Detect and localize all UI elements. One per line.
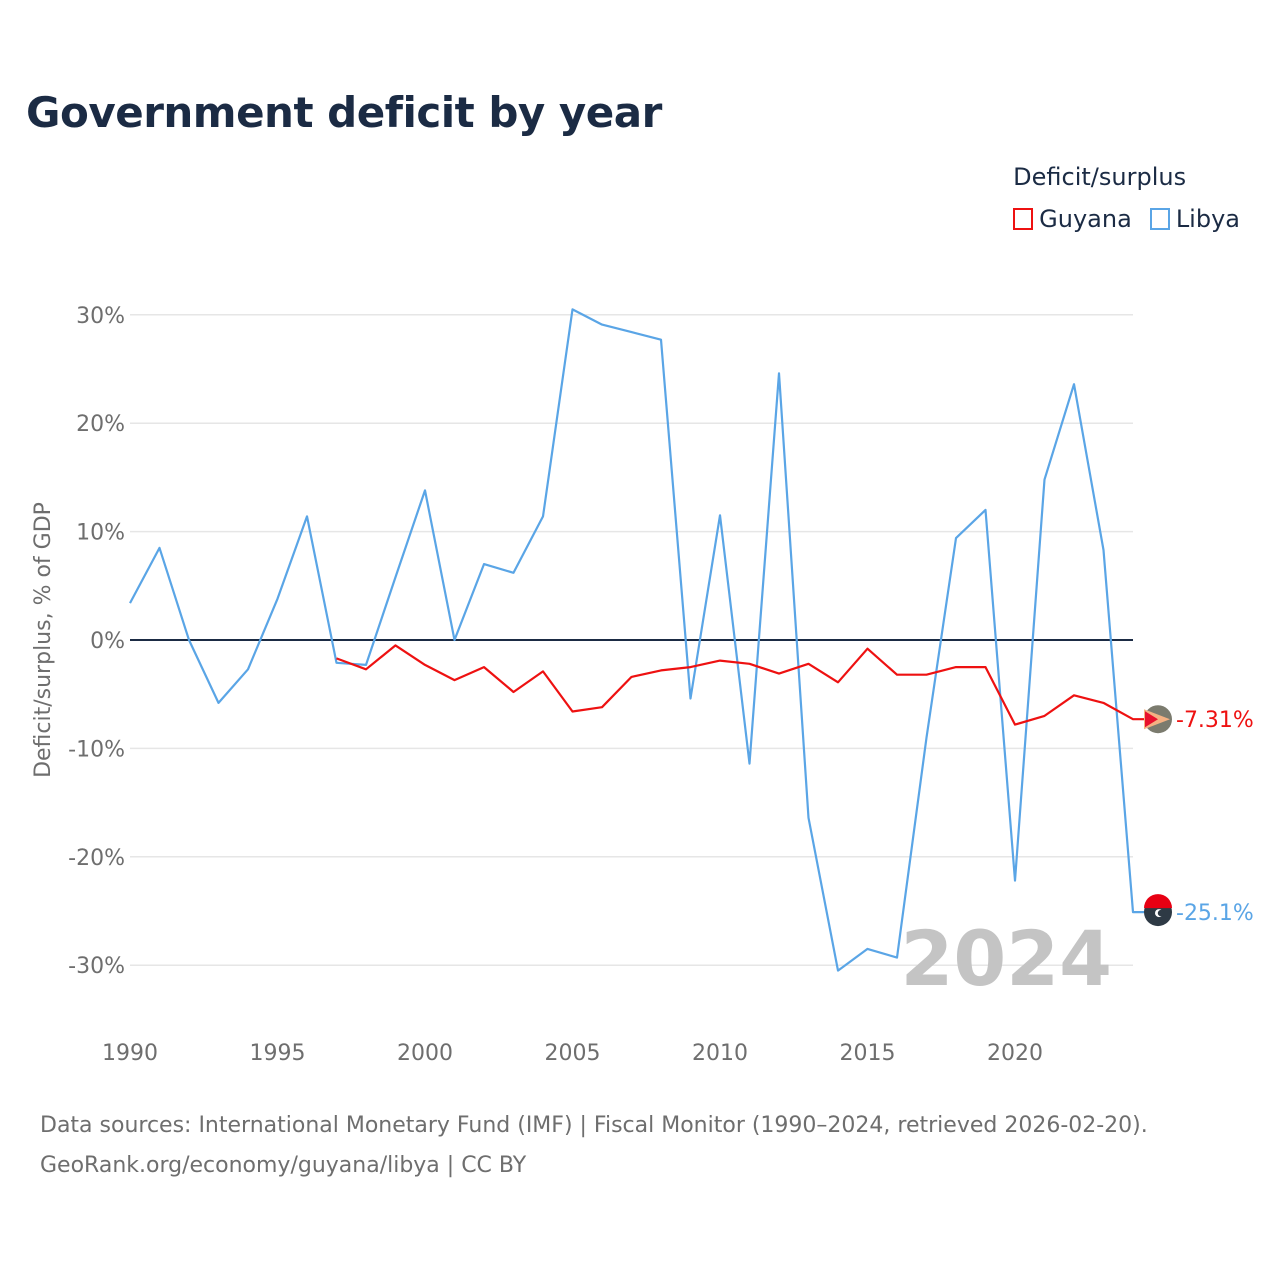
y-tick-label: 20% xyxy=(76,412,125,437)
flag-crescent-cut-libya xyxy=(1157,909,1165,917)
x-tick-label: 1995 xyxy=(250,1041,306,1066)
chart-title: Government deficit by year xyxy=(26,88,662,137)
line-chart: 30% 20% 10% 0% -10% -20% -30% 1990 1995 2000 2005… xyxy=(31,304,1254,1066)
series-end-markers: -7.31% -25.1% xyxy=(1144,705,1254,927)
x-tick-label: 1990 xyxy=(102,1041,158,1066)
x-axis-ticks: 1990 1995 2000 2005 2010 2015 2020 xyxy=(102,1041,1043,1066)
end-value-label-guyana: -7.31% xyxy=(1176,708,1254,733)
y-axis-label: Deficit/surplus, % of GDP xyxy=(31,502,56,778)
legend-swatch-guyana xyxy=(1013,208,1034,230)
flag-triangle-guyana xyxy=(1145,711,1158,728)
y-tick-label: 10% xyxy=(76,521,125,546)
x-tick-label: 2005 xyxy=(545,1041,601,1066)
legend-swatch-libya xyxy=(1149,208,1170,230)
legend-item-guyana[interactable]: Guyana xyxy=(1013,205,1132,233)
y-tick-label: 0% xyxy=(90,629,125,654)
x-tick-label: 2015 xyxy=(840,1041,896,1066)
y-axis-ticks: 30% 20% 10% 0% -10% -20% -30% xyxy=(68,304,125,979)
legend: Deficit/surplus Guyana Libya xyxy=(1013,163,1240,233)
end-value-label-libya: -25.1% xyxy=(1176,901,1254,926)
y-tick-label: -30% xyxy=(68,954,125,979)
x-tick-label: 2000 xyxy=(397,1041,453,1066)
footer-sources: Data sources: International Monetary Fun… xyxy=(40,1113,1148,1138)
x-tick-label: 2010 xyxy=(692,1041,748,1066)
flag-stripe-libya xyxy=(1144,894,1172,909)
year-watermark: 2024 xyxy=(900,914,1112,1003)
grid-lines xyxy=(130,314,1133,966)
footer-attribution[interactable]: GeoRank.org/economy/guyana/libya | CC BY xyxy=(40,1153,527,1178)
series-line-guyana xyxy=(336,644,1158,726)
series-lines xyxy=(129,308,1158,972)
legend-item-libya[interactable]: Libya xyxy=(1149,205,1240,233)
y-tick-label: -20% xyxy=(68,846,125,871)
legend-label-guyana: Guyana xyxy=(1039,205,1132,233)
y-tick-label: -10% xyxy=(68,737,125,762)
x-tick-label: 2020 xyxy=(987,1041,1043,1066)
legend-label-libya: Libya xyxy=(1175,205,1240,233)
series-line-libya xyxy=(129,308,1158,972)
footer: Data sources: International Monetary Fun… xyxy=(40,1106,1148,1186)
legend-title: Deficit/surplus xyxy=(1013,163,1187,191)
y-tick-label: 30% xyxy=(76,304,125,329)
